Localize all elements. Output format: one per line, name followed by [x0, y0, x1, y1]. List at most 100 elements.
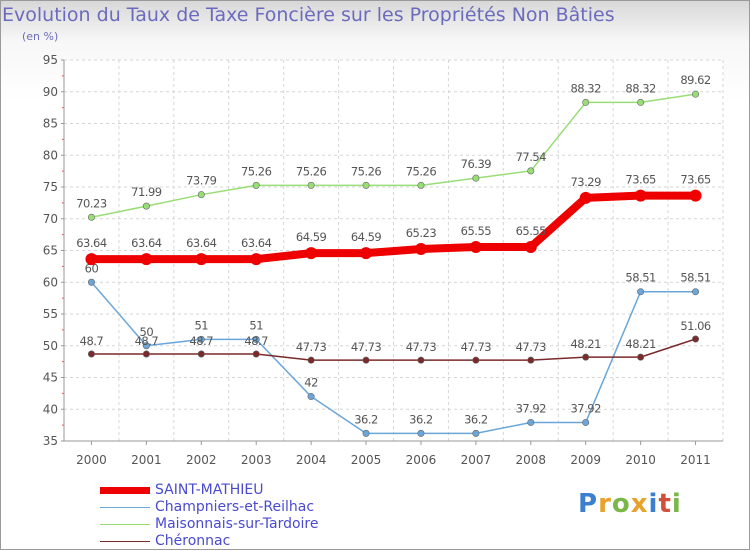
data-point [527, 356, 535, 364]
y-unit-label: (en %) [22, 30, 59, 43]
data-label: 73.29 [570, 175, 601, 189]
data-label: 51 [249, 318, 263, 332]
logo-letter: P [578, 489, 599, 519]
data-label: 58.51 [625, 271, 656, 285]
x-tick-label: 2006 [406, 453, 437, 467]
data-point [87, 278, 95, 286]
data-label: 63.64 [241, 236, 272, 250]
data-label: 70.23 [76, 196, 107, 210]
data-label: 51.06 [680, 319, 711, 333]
data-point [472, 174, 480, 182]
data-label: 58.51 [680, 271, 711, 285]
data-label: 71.99 [131, 185, 162, 199]
data-label: 63.64 [131, 236, 162, 250]
x-tick-label: 2001 [131, 453, 162, 467]
data-label: 73.79 [186, 174, 217, 188]
x-tick-label: 2011 [680, 453, 711, 467]
data-label: 73.65 [680, 173, 711, 187]
proxiti-logo: Proxiti [578, 489, 682, 519]
data-label: 37.92 [570, 401, 601, 415]
data-point [305, 247, 318, 260]
data-label: 75.26 [296, 164, 327, 178]
legend-swatch-cheronnac [100, 541, 150, 542]
data-label: 37.92 [516, 401, 547, 415]
data-point [579, 191, 592, 204]
data-label: 73.65 [625, 173, 656, 187]
data-point [414, 243, 427, 256]
data-label: 65.55 [461, 224, 492, 238]
x-tick-label: 2002 [186, 453, 217, 467]
data-point [252, 181, 260, 189]
data-label: 63.64 [186, 236, 217, 250]
data-point [417, 429, 425, 437]
y-tick-label: 45 [43, 371, 58, 385]
data-label: 48.21 [570, 337, 601, 351]
data-point [197, 350, 205, 358]
legend-swatch-saint-mathieu [100, 487, 150, 494]
x-tick-label: 2000 [76, 453, 107, 467]
y-tick-label: 60 [43, 275, 58, 289]
x-tick-label: 2005 [351, 453, 382, 467]
data-point [307, 393, 315, 401]
data-label: 51 [194, 318, 208, 332]
data-point [142, 202, 150, 210]
data-label: 36.2 [409, 412, 433, 426]
data-point [360, 247, 373, 260]
data-label: 48.7 [80, 334, 104, 348]
legend-item-maisonnais[interactable]: Maisonnais-sur-Tardoire [100, 516, 420, 534]
data-label: 75.26 [351, 164, 382, 178]
data-point [195, 253, 208, 266]
data-label: 75.26 [406, 164, 437, 178]
data-point [472, 356, 480, 364]
data-label: 76.39 [461, 157, 492, 171]
data-point [637, 98, 645, 106]
y-tick-label: 80 [43, 148, 58, 162]
y-tick-label: 55 [43, 307, 58, 321]
legend-label-champniers: Champniers-et-Reilhac [155, 499, 315, 515]
data-point [692, 90, 700, 98]
chart-title: Evolution du Taux de Taxe Foncière sur l… [2, 4, 615, 26]
y-tick-label: 35 [43, 434, 58, 448]
data-point [307, 356, 315, 364]
x-tick-label: 2007 [461, 453, 492, 467]
data-point [87, 213, 95, 221]
logo-letter: i [671, 489, 682, 519]
data-label: 36.2 [354, 412, 378, 426]
data-label: 88.32 [570, 81, 601, 95]
x-tick-label: 2003 [241, 453, 272, 467]
data-point [582, 353, 590, 361]
legend-label-saint-mathieu: SAINT-MATHIEU [155, 482, 264, 498]
data-point [527, 167, 535, 175]
data-label: 88.32 [625, 81, 656, 95]
logo-letter: t [658, 489, 672, 519]
data-point [362, 181, 370, 189]
legend-item-champniers[interactable]: Champniers-et-Reilhac [100, 499, 420, 517]
data-label: 50 [140, 325, 154, 339]
legend-label-maisonnais: Maisonnais-sur-Tardoire [155, 516, 319, 532]
x-tick-label: 2008 [516, 453, 547, 467]
data-point [362, 429, 370, 437]
data-label: 48.7 [189, 334, 213, 348]
data-point [692, 335, 700, 343]
data-label: 47.73 [351, 340, 382, 354]
logo-letter: x [630, 489, 649, 519]
y-tick-label: 70 [43, 212, 58, 226]
data-point [307, 181, 315, 189]
data-point [689, 189, 702, 202]
legend-item-cheronnac[interactable]: Chéronnac [100, 533, 420, 551]
data-label: 47.73 [516, 340, 547, 354]
series-line [90, 281, 696, 435]
data-point [692, 288, 700, 296]
data-label: 75.26 [241, 164, 272, 178]
data-point [142, 350, 150, 358]
data-point [417, 181, 425, 189]
data-label: 64.59 [296, 230, 327, 244]
data-point [87, 350, 95, 358]
data-label: 48.7 [244, 334, 268, 348]
data-label: 48.7 [135, 334, 159, 348]
y-tick-label: 85 [43, 117, 58, 131]
data-point [140, 253, 153, 266]
legend-label-cheronnac: Chéronnac [155, 533, 231, 549]
legend-item-saint-mathieu[interactable]: SAINT-MATHIEU [100, 482, 420, 500]
data-point [252, 335, 260, 343]
